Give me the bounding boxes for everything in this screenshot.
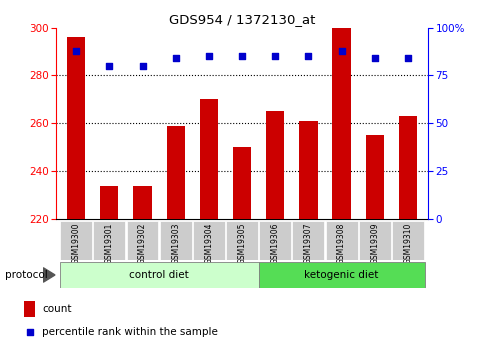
Text: count: count <box>42 304 71 314</box>
Bar <box>225 221 258 260</box>
Point <box>370 56 378 61</box>
Text: GSM19304: GSM19304 <box>204 223 213 264</box>
Text: GSM19305: GSM19305 <box>237 223 246 264</box>
Text: GSM19301: GSM19301 <box>104 223 114 264</box>
Bar <box>391 221 423 260</box>
Bar <box>193 221 224 260</box>
Bar <box>133 186 151 219</box>
Text: protocol: protocol <box>5 270 47 280</box>
Point <box>72 48 80 53</box>
Text: GSM19306: GSM19306 <box>270 223 279 264</box>
Text: GSM19303: GSM19303 <box>171 223 180 264</box>
Bar <box>166 126 184 219</box>
Point <box>271 53 279 59</box>
Point <box>138 63 146 69</box>
Point <box>292 227 300 232</box>
Bar <box>199 99 218 219</box>
Bar <box>265 111 284 219</box>
Text: GSM19302: GSM19302 <box>138 223 147 264</box>
Point <box>337 48 345 53</box>
Bar <box>365 135 383 219</box>
Bar <box>325 221 357 260</box>
Bar <box>299 121 317 219</box>
Bar <box>60 221 92 260</box>
Text: GSM19300: GSM19300 <box>72 223 81 264</box>
Text: GSM19307: GSM19307 <box>304 223 312 264</box>
Point <box>204 53 212 59</box>
Bar <box>358 221 390 260</box>
Bar <box>332 28 350 219</box>
Point <box>403 56 411 61</box>
Bar <box>292 221 324 260</box>
Polygon shape <box>43 268 55 282</box>
Bar <box>160 221 191 260</box>
Bar <box>258 262 424 288</box>
Bar <box>93 221 125 260</box>
Bar <box>398 116 416 219</box>
Point <box>171 56 179 61</box>
Text: ketogenic diet: ketogenic diet <box>304 270 378 280</box>
Bar <box>67 37 85 219</box>
Text: GSM19310: GSM19310 <box>403 223 411 264</box>
Point <box>238 53 245 59</box>
Text: GSM19309: GSM19309 <box>369 223 379 264</box>
Bar <box>24 301 36 317</box>
Bar <box>259 221 290 260</box>
Text: percentile rank within the sample: percentile rank within the sample <box>42 327 218 337</box>
Title: GDS954 / 1372130_at: GDS954 / 1372130_at <box>168 13 315 27</box>
Point <box>304 53 312 59</box>
Bar <box>126 221 158 260</box>
Point <box>105 63 113 69</box>
Text: GSM19308: GSM19308 <box>336 223 346 264</box>
Bar <box>60 262 258 288</box>
Bar <box>100 186 118 219</box>
Text: control diet: control diet <box>129 270 188 280</box>
Bar <box>232 147 251 219</box>
